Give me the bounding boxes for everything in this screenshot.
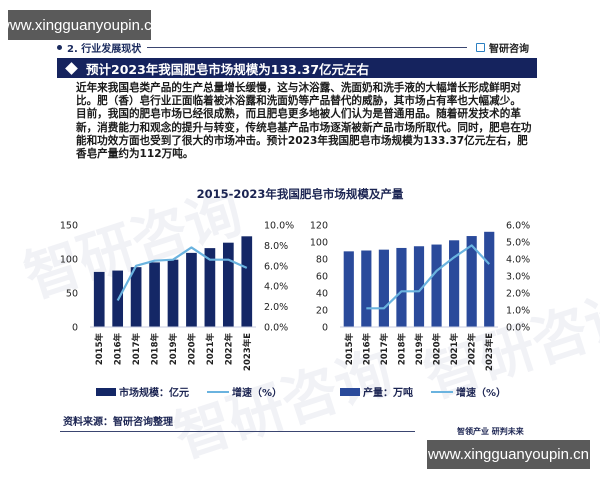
production-legend: 产量：万吨 增速（%）: [340, 384, 506, 399]
x-axis-tick: 2017年: [379, 333, 390, 366]
y-axis-right-tick: 8.0%: [264, 241, 288, 252]
bar: [413, 246, 425, 327]
y-axis-left-tick: 150: [60, 221, 78, 232]
production-chart: 0 20 40 60 80 100 120 0.0% 1.0% 2.0% 3.0% 4.0% 5.0% 6…: [310, 215, 550, 385]
growth-line: [116, 246, 248, 301]
y-axis-right-tick: 6.0%: [264, 261, 288, 272]
legend-bar-swatch: [340, 387, 360, 396]
x-axis-tick: 2020年: [186, 333, 197, 366]
x-axis-tick: 2017年: [131, 333, 142, 366]
legend-line-label: 增速（%）: [232, 388, 283, 399]
y-axis-left-tick: 100: [310, 238, 328, 249]
bar: [484, 231, 495, 327]
y-axis-left-tick: 40: [316, 289, 328, 300]
brand-logo: 智研咨询: [476, 40, 529, 55]
bar: [396, 247, 407, 327]
section-title: 2. 行业发展现状: [67, 43, 142, 55]
x-axis-tick: 2022年: [467, 333, 478, 366]
bar: [204, 248, 216, 327]
y-axis-right-tick: 10.0%: [264, 221, 294, 232]
bar: [378, 249, 389, 327]
x-axis-tick: 2019年: [414, 333, 425, 366]
x-axis-tick: 2016年: [361, 333, 372, 366]
y-axis-right-tick: 0.0%: [264, 323, 288, 334]
bar: [449, 240, 460, 327]
legend-bar-label: 市场规模：亿元: [119, 388, 189, 399]
x-axis-tick: 2020年: [432, 333, 443, 366]
paragraph: 目前，我国的肥皂市场已经很成熟，而且肥皂更多地被人们认为是普通用品。随着研发技术…: [76, 108, 532, 161]
x-axis-tick: 2015年: [344, 333, 355, 366]
production-chart-svg: 0 20 40 60 80 100 120 0.0% 1.0% 2.0% 3.0% 4.0% 5.0% 6…: [310, 221, 530, 371]
bar: [241, 236, 253, 327]
y-axis-right-tick: 0.0%: [506, 323, 530, 334]
legend-line-swatch: [207, 390, 229, 393]
bar: [93, 271, 105, 327]
bar: [222, 242, 234, 327]
x-axis-tick: 2016年: [113, 333, 124, 366]
y-axis-right-tick: 6.0%: [506, 221, 530, 232]
y-axis-right-tick: 2.0%: [506, 289, 530, 300]
bar: [149, 262, 160, 327]
brand-slogan: 智领产业 研判未来: [457, 427, 524, 436]
headline-text: 预计2023年我国肥皂市场规模为133.37亿元左右: [86, 61, 370, 77]
brand-logo-icon: [476, 43, 485, 52]
x-axis-tick: 2022年: [223, 333, 234, 366]
header-divider: [147, 46, 467, 48]
market-size-legend: 市场规模：亿元 增速（%）: [96, 384, 282, 399]
x-axis-tick: 2021年: [205, 333, 216, 366]
legend-line-label: 增速（%）: [456, 388, 507, 399]
x-axis-tick: 2019年: [168, 333, 179, 366]
x-axis-tick: 2018年: [396, 333, 407, 366]
section-header: 2. 行业发展现状: [57, 40, 467, 55]
bar: [343, 251, 354, 327]
y-axis-left-tick: 120: [310, 221, 328, 232]
market-size-chart: 0 50 100 150 0.0% 2.0% 4.0% 6.0% 8.0% 10.0% 2015年 2…: [60, 215, 300, 385]
y-axis-left-tick: 80: [316, 255, 328, 266]
bar: [130, 267, 142, 327]
y-axis-right-tick: 1.0%: [506, 306, 530, 317]
data-source: 资料来源：智研咨询整理: [63, 417, 173, 428]
headline-banner: 预计2023年我国肥皂市场规模为133.37亿元左右: [57, 58, 537, 78]
legend-bar-label: 产量：万吨: [363, 388, 413, 399]
y-axis-right-tick: 2.0%: [264, 302, 288, 313]
y-axis-left-tick: 60: [316, 272, 328, 283]
x-axis-tick: 2015年: [94, 333, 105, 366]
brand-name: 智研咨询: [489, 44, 529, 55]
y-axis-right-tick: 5.0%: [506, 238, 530, 249]
y-axis-left-tick: 0: [322, 323, 328, 334]
bar: [431, 244, 442, 327]
x-axis-tick: 2023年E: [242, 333, 253, 371]
y-axis-right-tick: 4.0%: [264, 282, 288, 293]
paragraph: 近年来我国皂类产品的生产总量增长缓慢，这与沐浴露、洗面奶和洗手液的大幅增长形成鲜…: [76, 82, 521, 108]
bar: [466, 236, 477, 327]
footer-divider: [60, 431, 415, 432]
bar: [167, 259, 179, 327]
market-size-chart-svg: 0 50 100 150 0.0% 2.0% 4.0% 6.0% 8.0% 10.0% 2015年 2…: [60, 221, 294, 371]
bullet-icon: [57, 44, 62, 50]
site-watermark-top: www.xingguanyoupin.cn: [0, 10, 160, 40]
bar: [361, 250, 372, 327]
y-axis-right-tick: 4.0%: [506, 255, 530, 266]
y-axis-left-tick: 50: [66, 289, 78, 300]
growth-line: [366, 244, 491, 310]
y-axis-left-tick: 0: [72, 323, 78, 334]
legend-line-swatch: [431, 390, 453, 393]
site-watermark-bottom: www.xingguanyoupin.cn: [427, 440, 590, 469]
x-axis-tick: 2023年E: [484, 333, 495, 371]
chart-title: 2015-2023年我国肥皂市场规模及产量: [196, 187, 404, 201]
x-axis-tick: 2021年: [449, 333, 460, 366]
bar: [186, 252, 197, 327]
y-axis-left-tick: 20: [316, 306, 328, 317]
body-text: 近年来我国皂类产品的生产总量增长缓慢，这与沐浴露、洗面奶和洗手液的大幅增长形成鲜…: [76, 82, 536, 161]
y-axis-right-tick: 3.0%: [506, 272, 530, 283]
diamond-icon: [65, 61, 78, 75]
y-axis-left-tick: 100: [60, 255, 78, 266]
x-axis-tick: 2018年: [150, 333, 161, 366]
legend-bar-swatch: [96, 387, 116, 396]
